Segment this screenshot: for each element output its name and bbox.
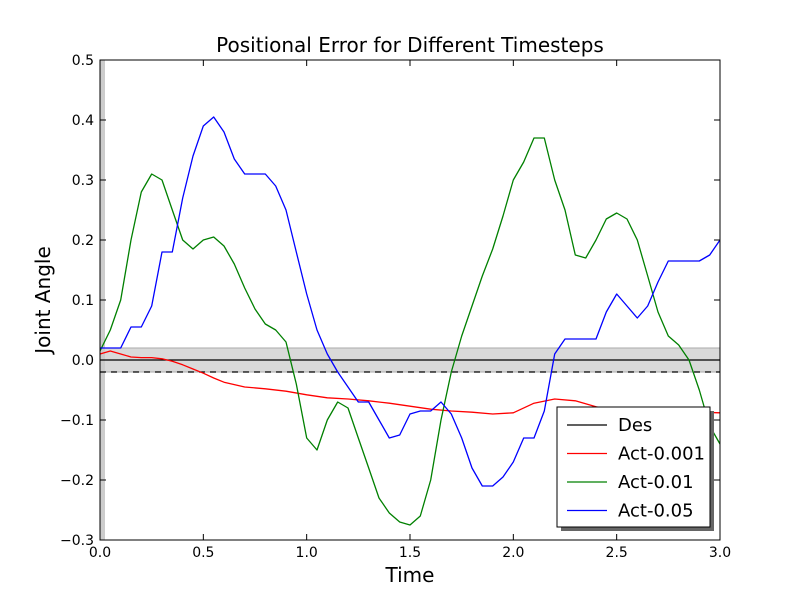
x-axis-ticks: 0.0 0.5 1.0 1.5 2.0 2.5 3.0 xyxy=(89,60,731,561)
y-tick-label: 0.2 xyxy=(72,233,94,249)
x-tick-label: 0.0 xyxy=(89,545,111,561)
legend-label: Act-0.01 xyxy=(618,472,694,493)
legend-items: Des Act-0.001 Act-0.01 Act-0.05 xyxy=(567,415,705,522)
y-axis-ticks: −0.3 −0.2 −0.1 0.0 0.1 0.2 0.3 0.4 0.5 xyxy=(60,53,720,549)
x-tick-label: 3.0 xyxy=(709,545,731,561)
series-line-act-0-05 xyxy=(100,116,721,487)
x-tick-label: 1.0 xyxy=(296,545,318,561)
legend: Des Act-0.001 Act-0.01 Act-0.05 xyxy=(556,406,714,531)
legend-label: Des xyxy=(618,415,652,436)
legend-label: Act-0.001 xyxy=(618,444,705,465)
y-tick-label: 0.5 xyxy=(72,53,94,69)
y-tick-label: −0.1 xyxy=(60,413,94,429)
y-tick-label: 0.3 xyxy=(72,173,94,189)
x-tick-label: 2.0 xyxy=(502,545,524,561)
y-tick-label: 0.1 xyxy=(72,293,94,309)
legend-box xyxy=(556,406,711,528)
y-tick-label: −0.3 xyxy=(60,533,94,549)
series-line-act-0-01 xyxy=(99,137,721,526)
x-tick-label: 0.5 xyxy=(192,545,214,561)
y-axis-label: Joint Angle xyxy=(31,246,55,355)
y-tick-label: 0.0 xyxy=(72,353,94,369)
y-tick-label: −0.2 xyxy=(60,473,94,489)
legend-label: Act-0.05 xyxy=(618,501,694,522)
y-tick-label: 0.4 xyxy=(72,113,94,129)
x-axis-label: Time xyxy=(385,563,435,587)
chart-title: Positional Error for Different Timesteps xyxy=(216,33,604,57)
x-tick-label: 1.5 xyxy=(399,545,421,561)
x-tick-label: 2.5 xyxy=(606,545,628,561)
